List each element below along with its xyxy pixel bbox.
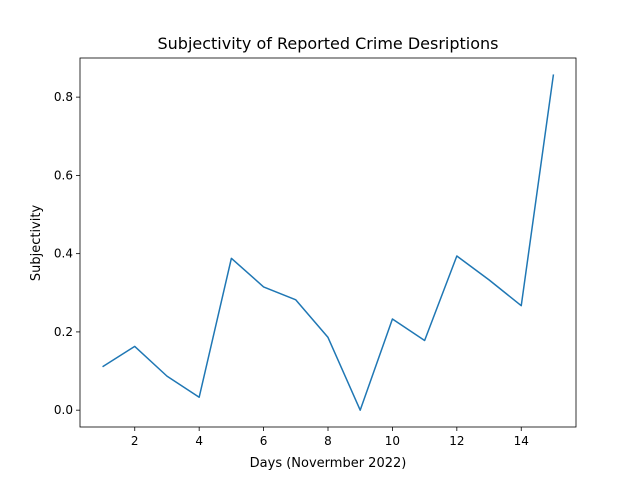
x-tick-label-8: 8 [324, 434, 332, 448]
x-tick-label-2: 2 [131, 434, 139, 448]
x-tick-label-12: 12 [449, 434, 464, 448]
chart-title: Subjectivity of Reported Crime Desriptio… [157, 34, 498, 53]
x-tick-label-4: 4 [195, 434, 203, 448]
x-tick-label-14: 14 [514, 434, 529, 448]
y-tick-label-3: 0.6 [54, 168, 73, 182]
y-tick-label-4: 0.8 [54, 90, 73, 104]
x-tick-label-10: 10 [385, 434, 400, 448]
y-tick-label-0: 0.0 [54, 403, 73, 417]
y-tick-label-2: 0.4 [54, 247, 73, 261]
x-tick-label-6: 6 [260, 434, 268, 448]
series-line-0 [102, 74, 555, 411]
y-axis-label: Subjectivity [29, 205, 44, 282]
y-tick-label-1: 0.2 [54, 325, 73, 339]
x-axis-label: Days (Novermber 2022) [250, 456, 407, 471]
plot-area: 2 4 6 8 10 12 14 0.0 0.2 0.4 0.6 0.8 [54, 57, 577, 448]
